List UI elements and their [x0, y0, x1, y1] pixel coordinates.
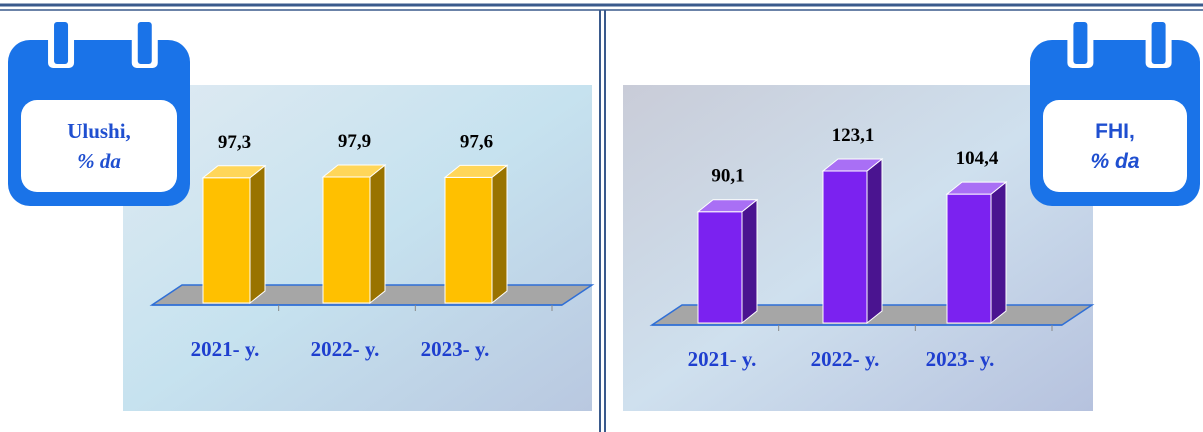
bar-side [249, 164, 266, 305]
value-label: 97,3 [218, 132, 251, 153]
bar-front [822, 170, 868, 324]
calendar-ring [54, 22, 69, 64]
calendar-face [21, 100, 177, 192]
icon-unit: % da [77, 149, 121, 173]
x-tick-label: 2022- y. [811, 347, 880, 371]
bar [821, 157, 884, 325]
bar-top [443, 164, 509, 178]
bar-top [201, 165, 267, 179]
icon-title: FHI, [1095, 120, 1135, 143]
icon-unit: % da [1090, 150, 1139, 173]
bar-side [990, 181, 1007, 325]
calendar-face [1043, 100, 1187, 192]
x-tick-label: 2021- y. [688, 347, 757, 371]
bar-top [821, 158, 884, 172]
bar-front [202, 177, 251, 304]
bar-side [741, 198, 758, 325]
x-tick-label: 2022- y. [311, 337, 380, 361]
bar-front [946, 193, 992, 324]
x-tick-label: 2021- y. [191, 337, 260, 361]
icon-title: Ulushi, [67, 119, 131, 143]
value-label: 123,1 [832, 125, 875, 146]
bar [443, 164, 509, 305]
value-label: 104,4 [956, 148, 999, 169]
calendar-ring [137, 22, 152, 64]
bar-top [945, 181, 1008, 195]
bar-side [866, 157, 883, 325]
bar-front [444, 176, 493, 304]
bar [321, 163, 387, 305]
bar-side [491, 164, 508, 305]
bar-top [321, 164, 387, 178]
bar-top [696, 199, 759, 213]
bar [201, 164, 267, 305]
bar-front [697, 211, 743, 324]
bar-side [369, 163, 386, 305]
x-tick-label: 2023- y. [421, 337, 490, 361]
value-label: 90,1 [711, 166, 744, 187]
value-label: 97,6 [460, 131, 493, 152]
x-tick-label: 2023- y. [926, 347, 995, 371]
bar [696, 198, 759, 325]
value-label: 97,9 [338, 131, 371, 152]
calendar-ring [1151, 22, 1166, 64]
bar [945, 181, 1008, 325]
bar-front [322, 176, 371, 304]
calendar-ring [1073, 22, 1088, 64]
